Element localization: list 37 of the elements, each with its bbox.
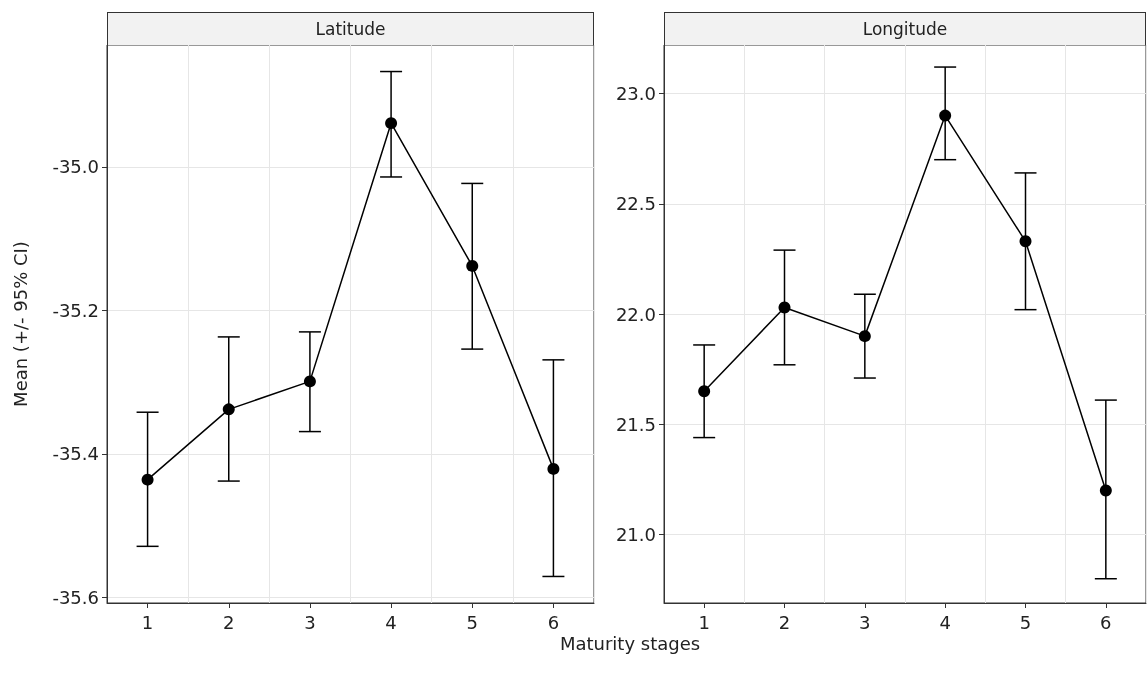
point <box>1019 235 1032 248</box>
y-tick-label: 23.0 <box>615 83 656 105</box>
x-tick-label: 3 <box>859 611 871 633</box>
x-tick-label: 1 <box>698 611 710 633</box>
y-tick-label: -35.2 <box>52 299 99 321</box>
x-axis-title: Maturity stages <box>558 633 702 654</box>
y-tick-label: 21.5 <box>615 413 656 435</box>
point <box>141 473 154 486</box>
y-tick-label: -35.4 <box>52 443 99 465</box>
point <box>303 375 316 388</box>
chart-title: Longitude <box>664 12 1146 45</box>
y-tick-label: -35.6 <box>52 586 99 608</box>
point <box>385 117 398 130</box>
y-axis-title: Mean (+/- 95% CI) <box>9 241 31 407</box>
x-tick-label: 1 <box>141 611 154 633</box>
y-tick-label: -35.0 <box>52 156 99 178</box>
y-tick-label: 22.0 <box>615 303 656 325</box>
point <box>939 109 952 122</box>
point <box>698 385 711 398</box>
x-tick-label: 6 <box>547 611 560 633</box>
point <box>778 301 791 314</box>
y-tick-label: 21.0 <box>615 524 656 546</box>
x-tick-label: 2 <box>223 611 235 633</box>
x-tick-label: 5 <box>466 611 478 633</box>
point <box>1099 484 1112 497</box>
x-tick-label: 5 <box>1019 611 1032 633</box>
point <box>547 462 560 475</box>
x-tick-label: 6 <box>1100 611 1112 633</box>
point <box>466 259 479 272</box>
y-tick-label: 22.5 <box>615 193 656 215</box>
point <box>222 403 235 416</box>
point <box>858 330 871 343</box>
chart-title: Latitude <box>107 12 594 45</box>
x-tick-label: 4 <box>939 611 951 633</box>
x-tick-label: 3 <box>304 611 316 633</box>
x-tick-label: 2 <box>778 611 791 633</box>
x-tick-label: 4 <box>385 611 397 633</box>
